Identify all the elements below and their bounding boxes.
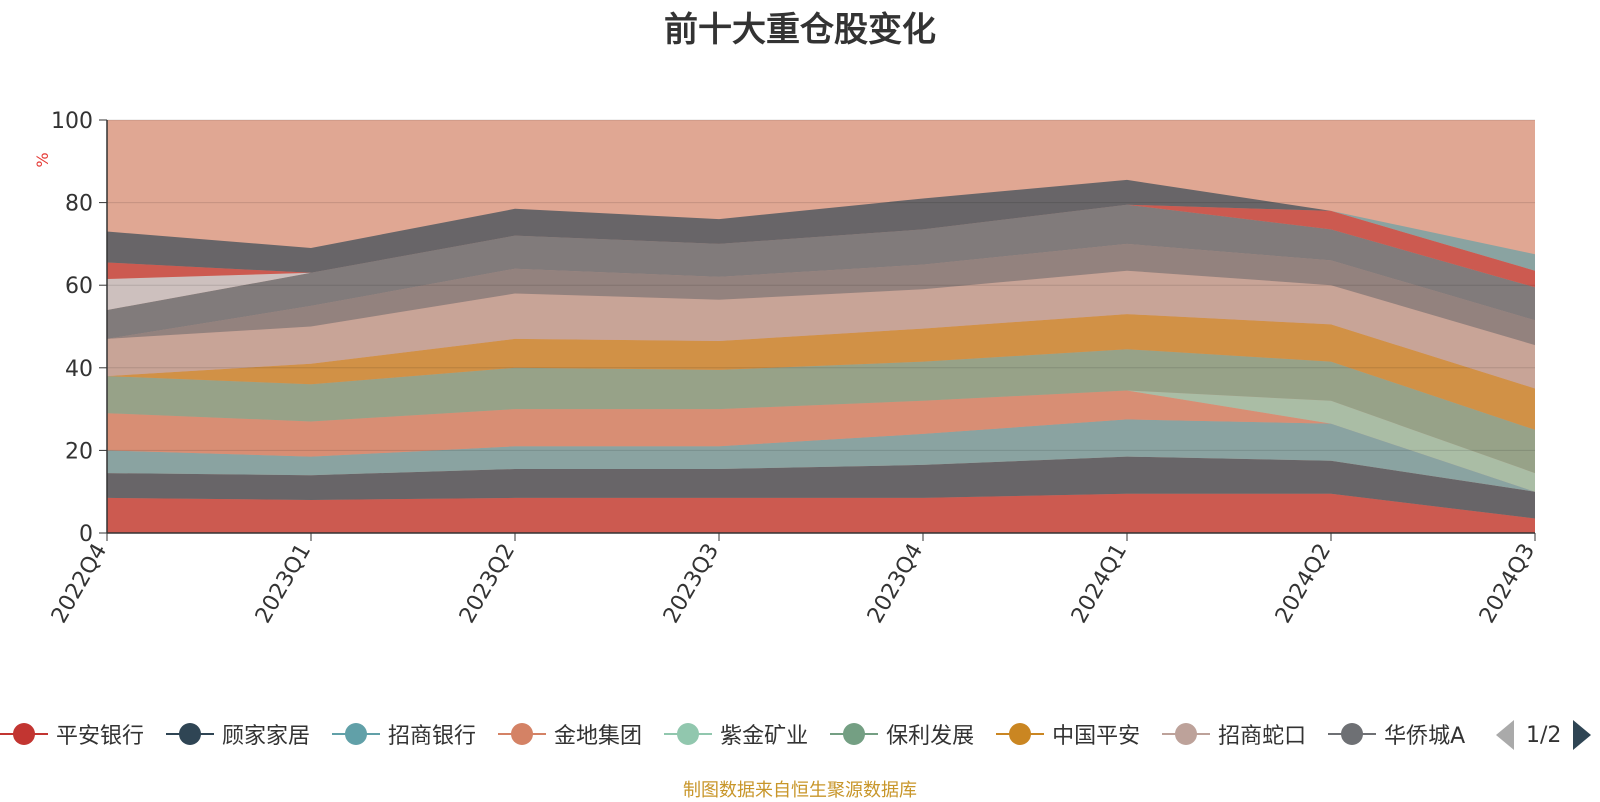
y-tick-label: 60 (65, 274, 93, 299)
legend-label: 中国平安 (1052, 724, 1141, 749)
legend-marker-icon (498, 714, 547, 754)
legend-label: 招商银行 (388, 724, 477, 749)
legend-marker-icon (830, 714, 879, 754)
x-tick-label: 2023Q4 (863, 540, 928, 628)
area-series-3 (107, 419, 1535, 492)
x-tick-label: 2022Q4 (47, 540, 112, 628)
area-series-4 (107, 390, 1535, 492)
area-series-8 (107, 270, 1535, 389)
y-axis-unit: % (33, 152, 52, 167)
area-series-2 (107, 456, 1535, 519)
area-series-9 (107, 243, 1535, 346)
legend-item[interactable]: 金地集团 (498, 714, 642, 754)
x-tick-label: 2023Q1 (251, 540, 316, 628)
legend-item[interactable]: 招商银行 (332, 714, 476, 754)
y-tick-label: 100 (51, 109, 93, 134)
legend-marker-icon (332, 714, 381, 754)
legend-label: 华侨城A (1384, 724, 1466, 749)
legend-item[interactable]: 招商蛇口 (1162, 714, 1306, 754)
legend-marker-icon (1328, 714, 1377, 754)
legend-label: 招商蛇口 (1218, 724, 1307, 749)
area-series-10 (107, 204, 1535, 339)
area-series-7 (107, 314, 1535, 430)
chart-title: 前十大重仓股变化 (664, 10, 936, 50)
pager-text: 1/2 (1526, 722, 1562, 748)
legend-marker-icon (0, 714, 48, 754)
legend-label: 金地集团 (554, 724, 643, 749)
legend-marker-icon (664, 714, 713, 754)
y-tick-label: 40 (65, 357, 93, 382)
pager-prev-icon[interactable] (1496, 720, 1514, 750)
x-tick-label: 2023Q3 (659, 540, 724, 628)
legend-label: 平安银行 (56, 724, 145, 749)
legend-item[interactable]: 中国平安 (996, 714, 1140, 754)
area-series-1 (107, 493, 1535, 533)
pager-next-icon[interactable] (1573, 720, 1592, 750)
legend-pager: 1/2 (1496, 718, 1592, 752)
legend-marker-icon (996, 714, 1045, 754)
y-tick-label: 20 (65, 439, 93, 464)
legend-marker-icon (1162, 714, 1211, 754)
legend-item[interactable]: 紫金矿业 (664, 714, 808, 754)
x-tick-label: 2024Q1 (1067, 540, 1132, 628)
y-tick-label: 80 (65, 192, 93, 217)
area-series-6 (107, 349, 1535, 474)
area-series-14 (107, 179, 1535, 273)
legend-marker-icon (166, 714, 215, 754)
legend-item[interactable]: 保利发展 (830, 714, 974, 754)
legend-label: 保利发展 (886, 724, 975, 749)
area-chart: 0 20 40 60 80 100 2022Q4 2023Q1 2023Q2 2023Q3 2023… (33, 109, 1540, 628)
legend-item[interactable]: 平安银行 (0, 714, 144, 754)
x-tick-label: 2023Q2 (455, 540, 520, 628)
legend-label: 紫金矿业 (720, 724, 809, 749)
y-tick-label: 0 (79, 522, 93, 547)
legend-item[interactable]: 华侨城A (1328, 714, 1465, 754)
legend: 平安银行 顾家家居 招商银行 金地集团 紫金矿业 保利发展 中国平安 招商蛇口 华侨城A (0, 714, 1470, 754)
x-tick-label: 2024Q2 (1271, 540, 1336, 628)
source-note: 制图数据来自恒生聚源数据库 (683, 780, 917, 801)
legend-label: 顾家家居 (222, 724, 311, 749)
x-tick-label: 2024Q3 (1475, 540, 1540, 628)
legend-item[interactable]: 顾家家居 (166, 714, 310, 754)
